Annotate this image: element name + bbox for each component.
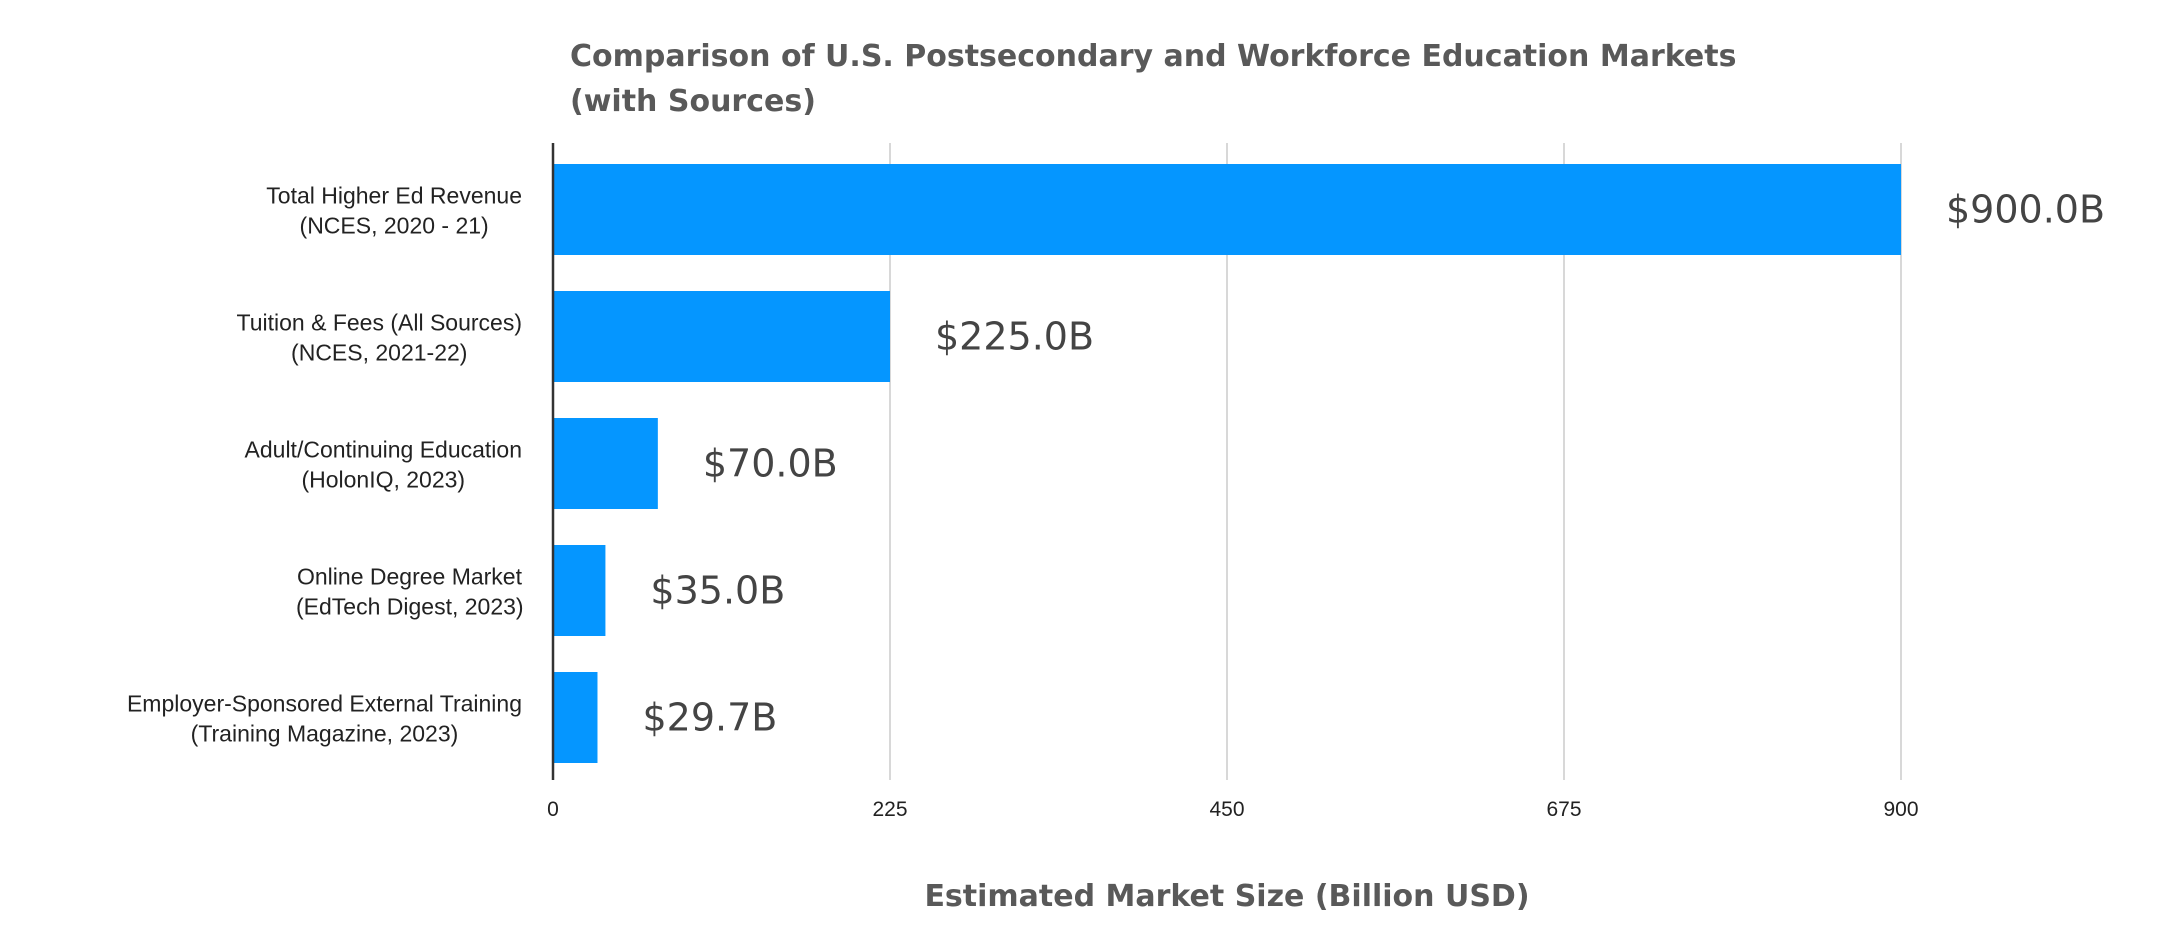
data-labels: $900.0B $225.0B $70.0B $35.0B $29.7B [642, 188, 2105, 740]
category-label-line-2: (NCES, 2021-22) [291, 340, 467, 366]
x-tick-label: 450 [1209, 798, 1244, 821]
category-label: Employer-Sponsored External Training [127, 691, 522, 717]
category-label-line-1: Tuition & Fees (All Sources) [237, 310, 522, 336]
category-label-line-2: (EdTech Digest, 2023) [296, 594, 524, 620]
data-label: $35.0B [650, 569, 785, 613]
category-label-line-1: Online Degree Market [297, 564, 523, 590]
bar [553, 672, 598, 763]
x-tick-label: 675 [1546, 798, 1581, 821]
category-label-line-2: (NCES, 2020 - 21) [300, 213, 489, 239]
category-label-line-2: (Training Magazine, 2023) [191, 721, 459, 747]
bars [553, 164, 1901, 763]
bar [553, 418, 658, 509]
x-axis-label: Estimated Market Size (Billion USD) [924, 879, 1529, 914]
chart-title: Comparison of U.S. Postsecondary and Wor… [570, 34, 1870, 124]
data-label: $900.0B [1946, 188, 2105, 232]
x-tick-label: 225 [872, 798, 907, 821]
x-tick-label: 0 [547, 798, 559, 821]
chart-title-line-2: (with Sources) [570, 84, 816, 119]
data-label: $29.7B [642, 696, 777, 740]
data-label: $225.0B [935, 315, 1094, 359]
category-label: Total Higher Ed Revenue [266, 183, 522, 209]
x-tick-labels: 0 225 450 675 900 [547, 798, 1918, 821]
bar [553, 291, 890, 382]
category-labels: Total Higher Ed Revenue (NCES, 2020 - 21)… [127, 183, 524, 747]
bar [553, 545, 606, 636]
category-label: Online Degree Market [297, 564, 523, 590]
chart-title-line-1: Comparison of U.S. Postsecondary and Wor… [570, 39, 1737, 74]
data-label: $70.0B [703, 442, 838, 486]
category-label-line-1: Adult/Continuing Education [245, 437, 522, 463]
x-tick-label: 900 [1883, 798, 1918, 821]
category-label-line-2: (HolonIQ, 2023) [301, 467, 465, 493]
category-label-line-1: Employer-Sponsored External Training [127, 691, 522, 717]
category-label-line-1: Total Higher Ed Revenue [266, 183, 522, 209]
category-label: Tuition & Fees (All Sources) [237, 310, 522, 336]
category-label: Adult/Continuing Education [245, 437, 522, 463]
bar [553, 164, 1901, 255]
